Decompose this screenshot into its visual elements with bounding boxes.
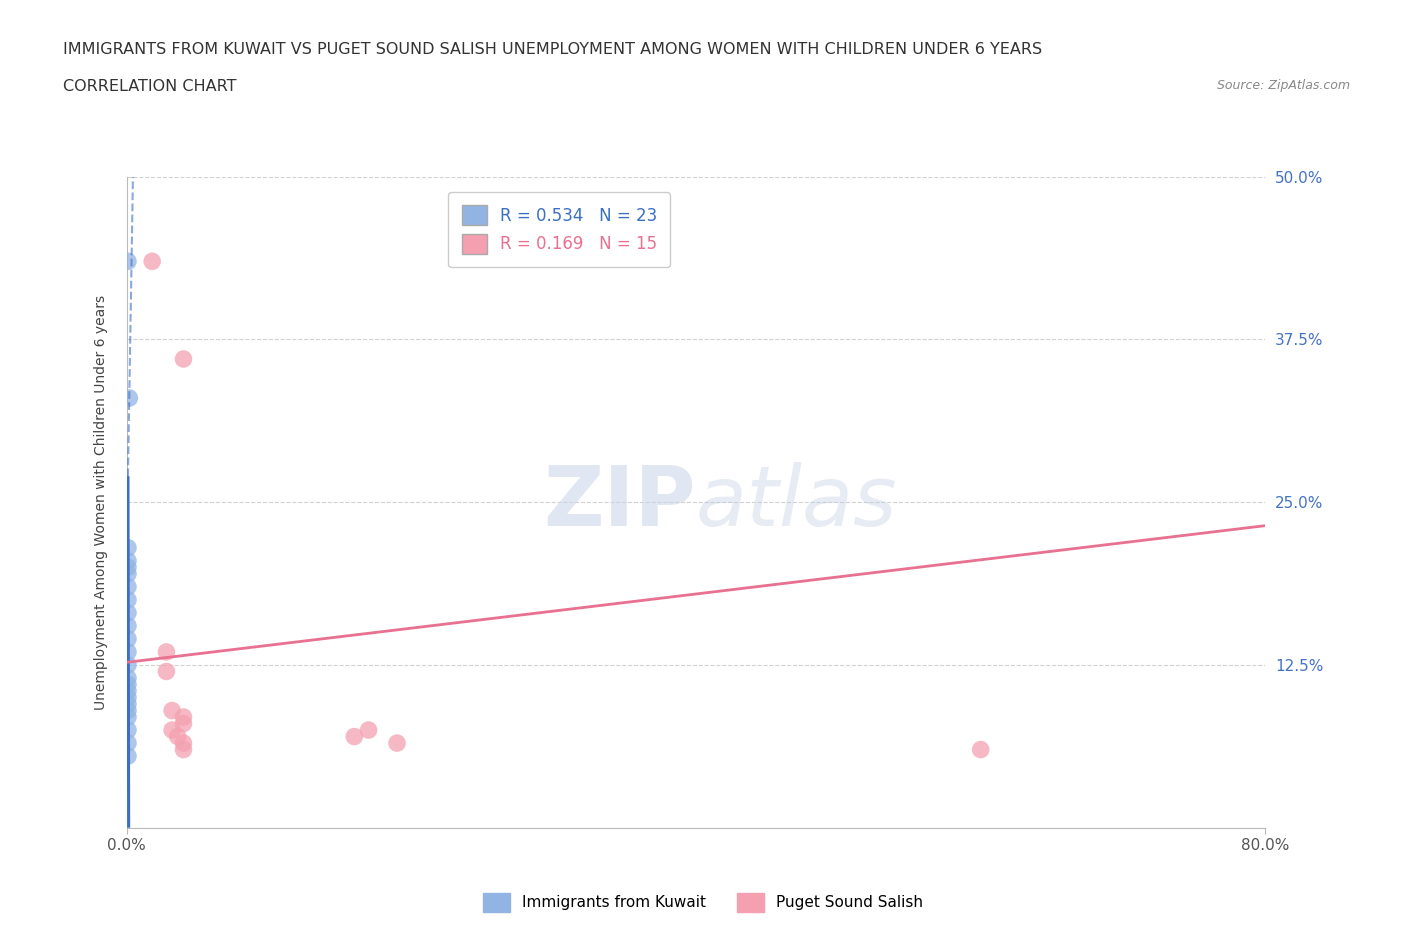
Point: [172, 716, 194, 731]
Point: [117, 560, 139, 575]
Point: [172, 736, 194, 751]
Point: [117, 749, 139, 764]
Point: [117, 644, 139, 659]
Point: [343, 729, 366, 744]
Text: IMMIGRANTS FROM KUWAIT VS PUGET SOUND SALISH UNEMPLOYMENT AMONG WOMEN WITH CHILD: IMMIGRANTS FROM KUWAIT VS PUGET SOUND SA…: [63, 42, 1042, 57]
Point: [172, 710, 194, 724]
Point: [118, 391, 141, 405]
Point: [117, 579, 139, 594]
Point: [166, 729, 188, 744]
Point: [117, 631, 139, 646]
Point: [117, 540, 139, 555]
Point: [117, 553, 139, 568]
Legend: Immigrants from Kuwait, Puget Sound Salish: Immigrants from Kuwait, Puget Sound Sali…: [477, 887, 929, 918]
Point: [117, 723, 139, 737]
Point: [117, 710, 139, 724]
Point: [160, 723, 183, 737]
Point: [160, 703, 183, 718]
Point: [117, 671, 139, 685]
Point: [155, 644, 177, 659]
Point: [155, 664, 177, 679]
Point: [970, 742, 993, 757]
Text: Source: ZipAtlas.com: Source: ZipAtlas.com: [1216, 79, 1350, 92]
Point: [117, 697, 139, 711]
Point: [141, 254, 163, 269]
Point: [117, 703, 139, 718]
Point: [117, 690, 139, 705]
Point: [117, 736, 139, 751]
Point: [357, 723, 380, 737]
Point: [117, 618, 139, 633]
Point: [385, 736, 408, 751]
Point: [117, 566, 139, 581]
Point: [117, 684, 139, 698]
Point: [117, 605, 139, 620]
Legend: R = 0.534   N = 23, R = 0.169   N = 15: R = 0.534 N = 23, R = 0.169 N = 15: [449, 192, 671, 267]
Point: [117, 592, 139, 607]
Text: ZIP: ZIP: [544, 461, 696, 543]
Point: [117, 677, 139, 692]
Y-axis label: Unemployment Among Women with Children Under 6 years: Unemployment Among Women with Children U…: [94, 295, 108, 710]
Text: CORRELATION CHART: CORRELATION CHART: [63, 79, 236, 94]
Text: atlas: atlas: [696, 461, 897, 543]
Point: [117, 658, 139, 672]
Point: [172, 742, 194, 757]
Point: [117, 254, 139, 269]
Point: [172, 352, 194, 366]
